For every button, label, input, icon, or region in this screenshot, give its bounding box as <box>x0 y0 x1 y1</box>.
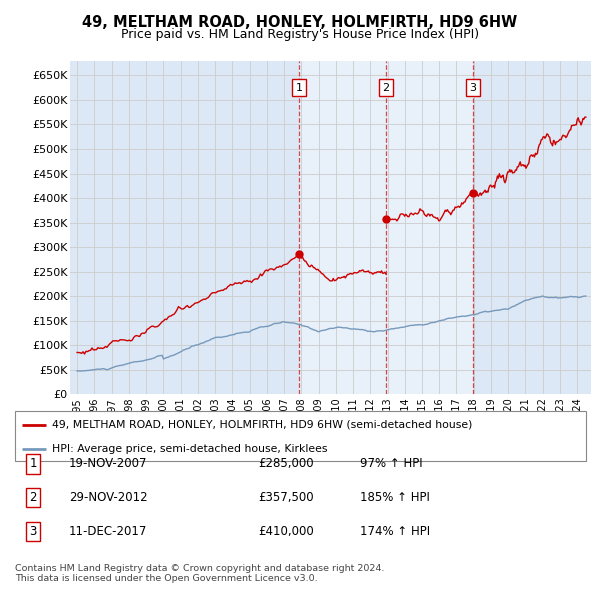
Bar <box>299 61 473 394</box>
Text: 49, MELTHAM ROAD, HONLEY, HOLMFIRTH, HD9 6HW: 49, MELTHAM ROAD, HONLEY, HOLMFIRTH, HD9… <box>82 15 518 30</box>
Text: 2: 2 <box>29 491 37 504</box>
Text: 185% ↑ HPI: 185% ↑ HPI <box>360 491 430 504</box>
Text: 29-NOV-2012: 29-NOV-2012 <box>69 491 148 504</box>
Text: 3: 3 <box>469 83 476 93</box>
Text: £410,000: £410,000 <box>258 525 314 538</box>
Text: £285,000: £285,000 <box>258 457 314 470</box>
Text: 174% ↑ HPI: 174% ↑ HPI <box>360 525 430 538</box>
Text: 1: 1 <box>296 83 303 93</box>
Text: 11-DEC-2017: 11-DEC-2017 <box>69 525 148 538</box>
Text: 49, MELTHAM ROAD, HONLEY, HOLMFIRTH, HD9 6HW (semi-detached house): 49, MELTHAM ROAD, HONLEY, HOLMFIRTH, HD9… <box>52 419 473 430</box>
Text: 19-NOV-2007: 19-NOV-2007 <box>69 457 148 470</box>
Text: 1: 1 <box>29 457 37 470</box>
Text: Price paid vs. HM Land Registry's House Price Index (HPI): Price paid vs. HM Land Registry's House … <box>121 28 479 41</box>
Text: 97% ↑ HPI: 97% ↑ HPI <box>360 457 422 470</box>
Text: 2: 2 <box>382 83 389 93</box>
Text: Contains HM Land Registry data © Crown copyright and database right 2024.
This d: Contains HM Land Registry data © Crown c… <box>15 563 385 583</box>
Text: HPI: Average price, semi-detached house, Kirklees: HPI: Average price, semi-detached house,… <box>52 444 328 454</box>
Text: £357,500: £357,500 <box>258 491 314 504</box>
Text: 3: 3 <box>29 525 37 538</box>
